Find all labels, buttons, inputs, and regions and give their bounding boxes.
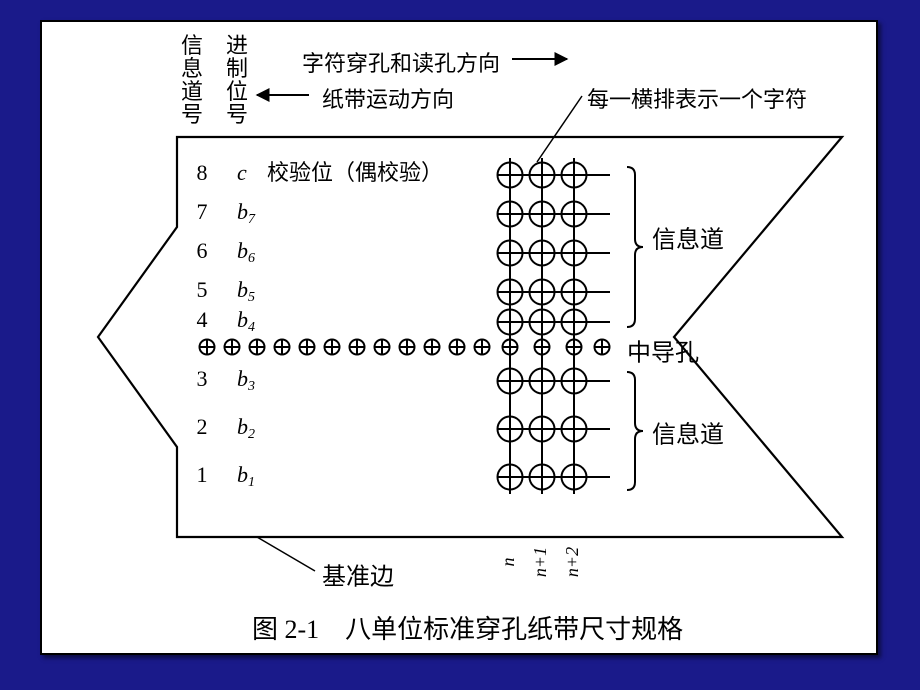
channel-num-header: 号 [181,102,203,127]
sprocket-hole-label: 中导孔 [627,340,699,367]
bit-symbol-5: b5 [237,277,255,305]
column-index-label: n+1 [530,547,550,577]
bit-num-header: 进 [226,33,248,58]
channel-num-header: 息 [181,56,203,81]
column-index-label: n [498,558,518,567]
bit-num-header: 号 [226,102,248,127]
bit-symbol-6: b6 [237,238,255,266]
tape-outline [98,137,842,537]
track-number-8: 8 [197,160,208,185]
tape-motion-label: 纸带运动方向 [322,87,454,112]
figure-caption: 图 2-1 八单位标准穿孔纸带尺寸规格 [252,615,683,644]
bit-symbol-3: b3 [237,366,255,394]
bit-num-header: 位 [226,79,248,104]
row-meaning-leader [537,96,582,162]
bit-symbol-7: b7 [237,199,256,227]
bit-symbol-2: b2 [237,414,255,442]
track-number-5: 5 [197,277,208,302]
info-track-upper-label: 信息道 [652,227,724,254]
track-number-3: 3 [197,366,208,391]
track-number-1: 1 [197,462,208,487]
brace-upper [627,167,643,327]
channel-num-header: 信 [181,33,203,58]
punch-direction-label: 字符穿孔和读孔方向 [302,51,500,76]
bit-num-header: 制 [226,56,248,81]
column-index-label: n+2 [562,547,582,577]
bit-symbol-1: b1 [237,462,255,490]
bit-symbol-8: c [237,160,247,185]
info-track-lower-label: 信息道 [652,422,724,449]
base-edge-leader [257,537,315,571]
track-number-7: 7 [197,199,208,224]
base-edge-label: 基准边 [322,564,394,591]
track-number-2: 2 [197,414,208,439]
row-meaning-label: 每一横排表示一个字符 [587,87,807,112]
bit-symbol-4: b4 [237,307,255,335]
parity-label: 校验位（偶校验） [267,160,443,185]
brace-lower [627,372,643,490]
track-number-4: 4 [197,307,208,332]
channel-num-header: 道 [181,79,203,104]
track-number-6: 6 [197,238,208,263]
